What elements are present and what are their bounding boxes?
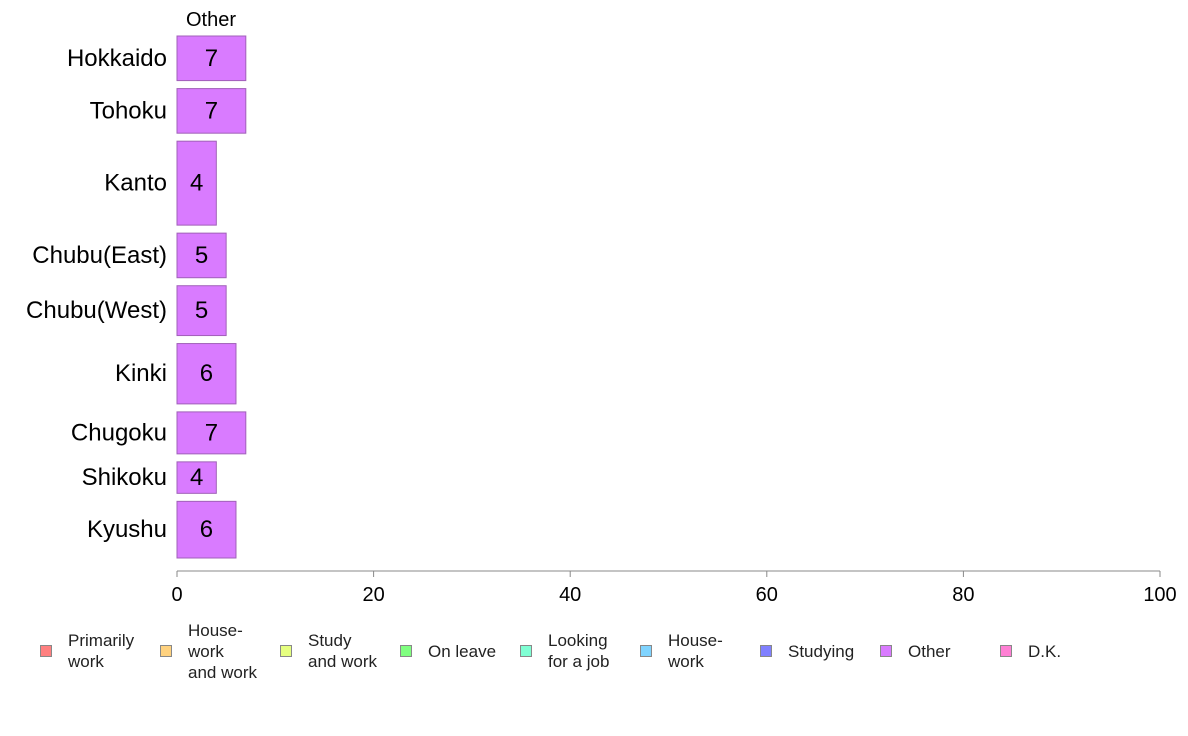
category-label: Kanto (104, 170, 167, 197)
bar-value-label: 4 (190, 464, 203, 491)
category-label: Chubu(East) (32, 242, 167, 269)
bar-chugoku (176, 411, 247, 455)
legend-item: Study and work (280, 618, 377, 684)
bar-value-label: 5 (195, 242, 208, 269)
x-tick-label: 80 (952, 584, 974, 606)
bar-kyushu (176, 500, 237, 559)
legend-label: Other (908, 641, 951, 661)
x-tick-label: 60 (756, 584, 778, 606)
legend-label: Looking for a job (548, 631, 610, 671)
category-label: Shikoku (82, 464, 167, 491)
legend-item: House- work (640, 618, 723, 684)
category-label: Kyushu (87, 516, 167, 543)
category-label: Chugoku (71, 419, 167, 446)
chart-title: Other (186, 9, 236, 31)
legend-swatch (520, 645, 532, 657)
bar-chubu-west (176, 285, 227, 337)
legend-swatch (760, 645, 772, 657)
bar-value-label: 7 (205, 45, 218, 72)
legend-swatch (280, 645, 292, 657)
legend-item: Looking for a job (520, 618, 609, 684)
bar-value-label: 7 (205, 97, 218, 124)
legend-swatch (1000, 645, 1012, 657)
legend-item: On leave (400, 618, 496, 684)
legend-swatch (40, 645, 52, 657)
bar-value-label: 5 (195, 297, 208, 324)
x-tick-label: 40 (559, 584, 581, 606)
bar-kinki (176, 343, 237, 405)
category-label: Kinki (115, 360, 167, 387)
bar-chubu-east (176, 232, 227, 279)
legend-label: Primarily work (68, 631, 135, 671)
legend-swatch (160, 645, 172, 657)
bar-shikoku (176, 461, 217, 494)
bars-layer: 7 Hokkaido 7 Tohoku 4 Kanto 5 Chubu(East) 5 Chubu… (26, 35, 247, 559)
bar-value-label: 7 (205, 419, 218, 446)
x-axis: 0 20 40 60 80 100 (171, 570, 1177, 606)
legend-label: Study and work (308, 631, 377, 671)
x-tick-label: 20 (362, 584, 384, 606)
legend-label: House- work (668, 631, 723, 671)
category-label: Tohoku (90, 97, 167, 124)
category-label: Hokkaido (67, 45, 167, 72)
legend-item: Studying (760, 618, 854, 684)
bar-value-label: 6 (200, 360, 213, 387)
legend-label: D.K. (1028, 641, 1062, 661)
legend-item: House- work and work (160, 618, 257, 684)
bar-value-label: 4 (190, 170, 203, 197)
legend: Primarily work House- work and work Study … (0, 618, 1188, 698)
legend-swatch (880, 645, 892, 657)
x-tick-label: 0 (171, 584, 182, 606)
legend-label: House- work and work (188, 620, 257, 682)
legend-item: Primarily work (40, 618, 134, 684)
bar-hokkaido (176, 35, 247, 82)
legend-swatch (400, 645, 412, 657)
x-tick-label: 100 (1143, 584, 1176, 606)
legend-swatch (640, 645, 652, 657)
category-label: Chubu(West) (26, 297, 167, 324)
legend-item: D.K. (1000, 618, 1061, 684)
legend-label: On leave (428, 641, 497, 661)
bar-kanto (176, 140, 217, 226)
bar-value-label: 6 (200, 516, 213, 543)
legend-item: Other (880, 618, 951, 684)
legend-label: Studying (788, 641, 855, 661)
bar-tohoku (176, 88, 247, 134)
